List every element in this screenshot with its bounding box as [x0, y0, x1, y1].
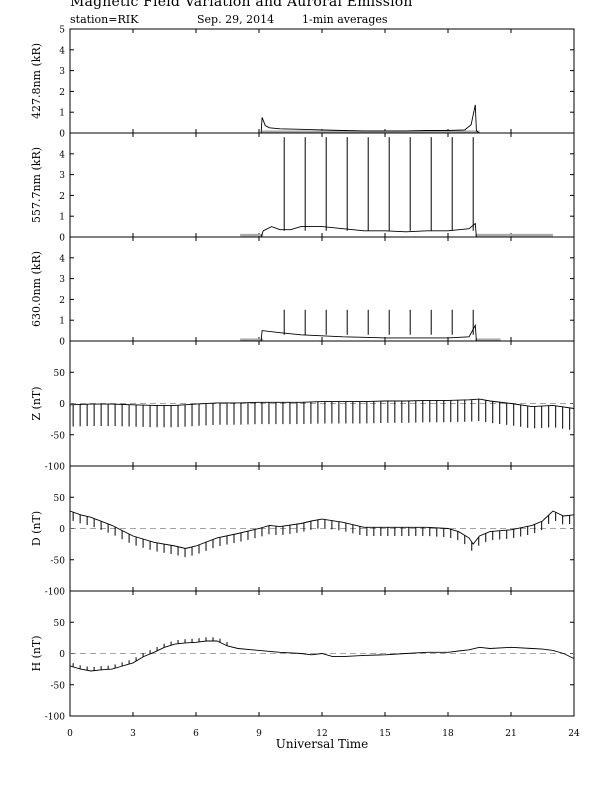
y-tick-label: 3	[59, 67, 65, 77]
y-tick-label: 1	[59, 317, 65, 327]
panel-3: 0 1 2 3 4 630.0nm (kR)	[30, 236, 575, 348]
panel-frame	[69, 132, 575, 238]
y-axis-label: Z (nT)	[30, 386, 43, 420]
y-axis-label: 630.0nm (kR)	[30, 251, 43, 327]
y-tick-label: 4	[59, 150, 65, 160]
station-label: station=RIK	[70, 13, 139, 26]
x-tick-label: 12	[316, 729, 327, 739]
x-tick-label: 24	[568, 729, 580, 739]
gray-data-bar	[475, 233, 553, 237]
x-tick-label: 3	[130, 729, 136, 739]
gray-data-bar	[240, 233, 264, 237]
panel-frame	[69, 236, 575, 342]
y-tick-label: -50	[51, 556, 66, 566]
gray-data-bar	[261, 130, 480, 133]
y-tick-label: 3	[59, 275, 65, 285]
y-tick-label: -100	[45, 463, 65, 473]
averaging-label: 1-min averages	[302, 13, 388, 26]
series-line	[70, 222, 574, 238]
series-line	[70, 104, 574, 134]
y-tick-label: 50	[54, 369, 66, 379]
y-tick-label: -50	[51, 431, 66, 441]
panel-frame	[69, 28, 575, 134]
gray-data-bar	[240, 338, 264, 341]
figure-title: Magnetic Field Variation and Auroral Emi…	[70, 0, 413, 10]
y-axis-label: 557.7nm (kR)	[30, 147, 43, 223]
y-axis-label: 427.8nm (kR)	[30, 43, 43, 119]
panel-2: 0 1 2 3 4 557.7nm (kR)	[30, 132, 575, 244]
x-tick-label: 0	[67, 729, 73, 739]
panel-5: -100 -50 0 50 D (nT)	[30, 465, 575, 598]
y-tick-label: -100	[45, 713, 65, 723]
x-tick-label: 6	[193, 729, 199, 739]
x-tick-label: 9	[256, 729, 262, 739]
y-tick-label: 0	[59, 338, 65, 348]
y-tick-label: -50	[51, 681, 66, 691]
y-tick-label: 3	[59, 171, 65, 181]
panel-6: -100 -50 0 50 H (nT)	[30, 590, 575, 723]
y-tick-label: 4	[59, 254, 65, 264]
y-tick-label: 5	[59, 26, 65, 36]
y-tick-label: 2	[59, 88, 65, 98]
panel-1: 0 1 2 3 4 5 427.8nm (kR)	[30, 26, 575, 140]
y-tick-label: 0	[59, 650, 65, 660]
x-tick-label: 21	[505, 729, 516, 739]
date-label: Sep. 29, 2014	[197, 13, 275, 26]
gray-data-bar	[475, 338, 501, 341]
panel-4: -100 -50 0 50 Z (nT)	[30, 340, 575, 473]
y-tick-label: 1	[59, 213, 65, 223]
y-tick-label: 0	[59, 234, 65, 244]
y-tick-label: 50	[54, 619, 66, 629]
series-line	[70, 323, 574, 342]
y-tick-label: 1	[59, 109, 65, 119]
y-tick-label: 4	[59, 46, 65, 56]
y-tick-label: 2	[59, 296, 65, 306]
x-axis-label: Universal Time	[276, 737, 369, 751]
y-axis-label: H (nT)	[30, 635, 43, 671]
y-tick-label: 0	[59, 130, 65, 140]
y-tick-label: 0	[59, 400, 65, 410]
series-line	[69, 510, 575, 549]
y-tick-label: 0	[59, 525, 65, 535]
x-tick-label: 15	[379, 729, 391, 739]
y-tick-label: -100	[45, 588, 65, 598]
y-axis-label: D (nT)	[30, 511, 43, 546]
x-tick-label: 18	[442, 729, 454, 739]
series-line	[69, 640, 575, 672]
y-tick-label: 50	[54, 494, 66, 504]
y-tick-label: 2	[59, 192, 65, 202]
series-line	[69, 398, 575, 409]
